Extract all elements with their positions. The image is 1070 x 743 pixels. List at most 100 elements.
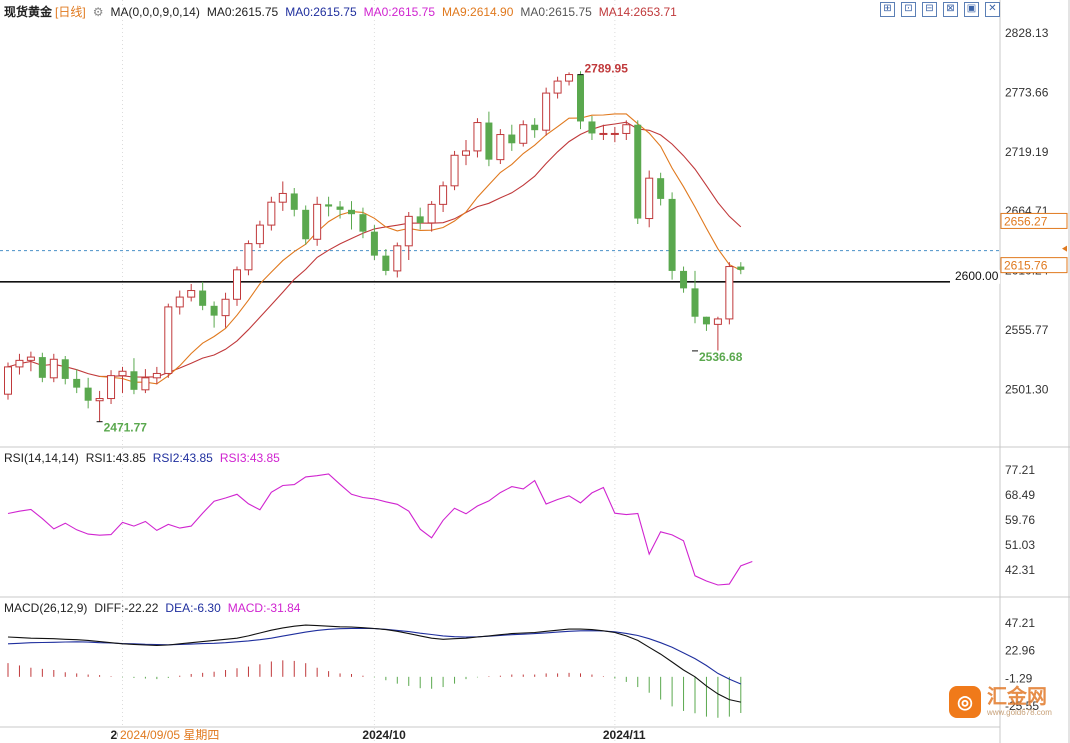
macd-tick-label: 22.96 [1005,644,1035,658]
rsi-header: RSI(14,14,14) RSI1:43.85 RSI2:43.85 RSI3:43… [4,451,294,465]
rsi-value-0: RSI1:43.85 [85,451,146,465]
current-price-label: 2615.76 [1004,259,1048,273]
maximize-icon[interactable]: ⊠ [943,2,958,17]
ma-params-label[interactable]: MA(0,0,0,9,0,14) [110,5,200,19]
restore-icon[interactable]: ▣ [964,2,979,17]
candle-body [95,398,104,402]
close-icon[interactable]: ✕ [985,2,1000,17]
candle-body [634,124,642,219]
watermark-logo-icon: ◎ [949,686,981,718]
candle-body [565,74,574,82]
candle-body [645,177,654,220]
price-tick-label: 2501.30 [1005,382,1049,396]
candle-body [622,124,631,134]
candle-body [61,359,69,379]
candle-body [38,357,46,378]
crosshair-date-label: 2024/09/05 星期四 [120,728,219,742]
price-tick-label: 2773.66 [1005,85,1049,99]
ma14-price-label: 2656.27 [1004,214,1048,228]
ma-value-1: MA0:2615.75 [285,5,357,19]
candle-body [588,121,596,134]
candle-body [508,134,516,144]
ma14-label-box [1000,212,1068,229]
candle-body [336,206,344,210]
candle-body [199,290,207,306]
ma9-line [99,113,742,385]
ma-values: MA0:2615.75 MA0:2615.75 MA0:2615.75 MA9:261… [207,5,684,19]
candle-body [290,193,298,210]
candle-body [370,231,378,256]
candle-body [130,371,138,390]
macd-tick-label: -25.55 [1005,699,1039,713]
candle-body [175,296,184,308]
candle-body [680,270,688,289]
ma-value-4: MA0:2615.75 [520,5,592,19]
candle-body [599,132,608,135]
level-label: 2600.00 [955,269,999,283]
macd-params-label[interactable]: MACD(26,12,9) [4,601,88,615]
ma-value-0: MA0:2615.75 [206,5,279,19]
candle-body [439,185,448,205]
candle-body [427,203,436,224]
candle-body [187,290,196,298]
candle-body [542,92,551,131]
rsi-params-label[interactable]: RSI(14,14,14) [4,451,79,465]
watermark-name: 汇金网 [987,686,1047,708]
candle-body [725,266,734,320]
candle-body [657,178,665,199]
candle-body [152,372,161,379]
crosshair-date-bg [118,728,226,743]
candle-body [382,255,390,271]
candle-body [473,122,482,152]
candle-body [267,201,276,226]
ma-value-5: MA14:2653.71 [598,5,677,19]
rsi-values: RSI1:43.85 RSI2:43.85 RSI3:43.85 [86,451,287,465]
candle-body [553,80,562,94]
candle-body [531,124,539,131]
candle-body [73,378,81,388]
period-label[interactable]: [日线] [55,5,86,19]
candle-body [393,245,402,272]
candle-body [118,370,127,377]
candle-body [577,74,584,122]
price-tick-label: 2828.13 [1005,26,1049,40]
price-tick-label: 2719.19 [1005,145,1049,159]
macd-value-0: DIFF:-22.22 [94,601,159,615]
macd-value-2: MACD:-31.84 [227,601,301,615]
candle-body [4,366,12,395]
candle-body [713,318,722,325]
macd-diff-line [7,624,741,703]
candle-body [519,124,528,144]
candle-body [210,305,218,316]
minimize-icon[interactable]: ⊟ [922,2,937,17]
candle-body [691,288,699,317]
candle-body [404,215,413,247]
candle-body [702,316,710,325]
candle-body [610,132,619,135]
window-icon[interactable]: ⊡ [901,2,916,17]
rsi-tick-label: 42.31 [1005,563,1035,577]
candle-body [84,387,92,401]
layout-icon[interactable]: ⊞ [880,2,895,17]
candle-body [278,192,287,203]
level-label-bg [950,269,1000,284]
candle-body [255,224,264,245]
candle-body [26,356,35,361]
ma-value-2: MA0:2615.75 [363,5,436,19]
candle-body [15,359,24,368]
candle-body [313,203,322,240]
ma-value-3: MA9:2614.90 [442,5,514,19]
macd-values: DIFF:-22.22 DEA:-6.30 MACD:-31.84 [94,601,307,615]
gear-icon[interactable]: ⚙ [92,5,104,19]
rsi-tick-label: 51.03 [1005,538,1035,552]
watermark: ◎ 汇金网 www.gold678.com [949,686,1052,718]
candle-body [416,216,424,223]
rsi-value-1: RSI2:43.85 [152,451,213,465]
candle-body [450,154,459,187]
extreme-price-label: 2789.95 [585,62,629,76]
candle-body [302,209,310,240]
candle-body [325,204,333,207]
candle-body [141,377,150,391]
extreme-price-label: 2471.77 [104,421,148,435]
